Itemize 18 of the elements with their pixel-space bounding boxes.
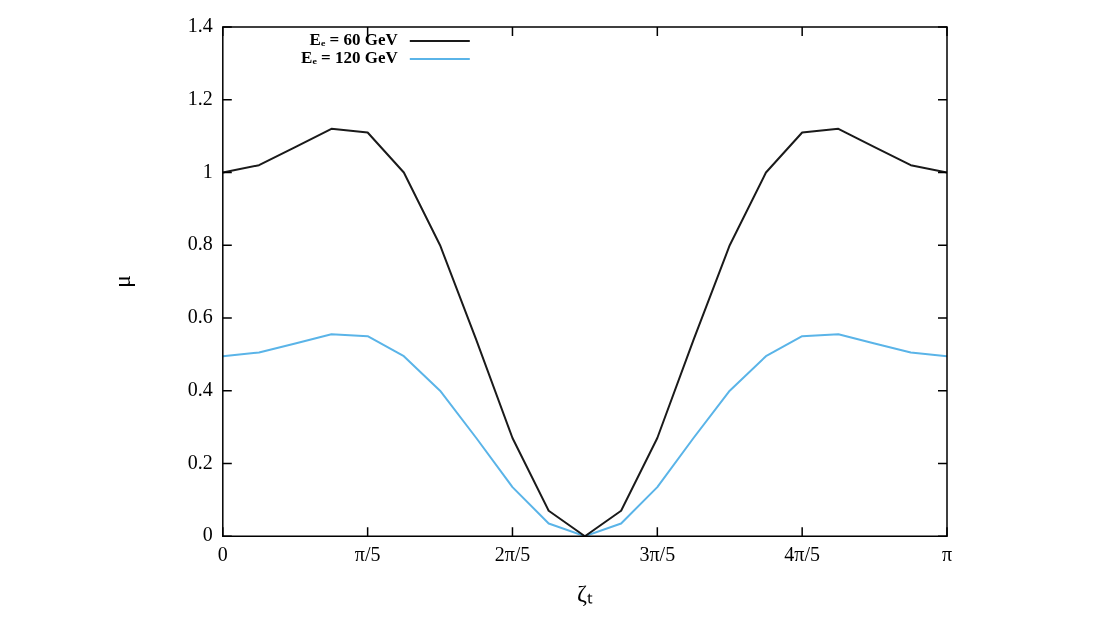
legend-label: Eₑ = 60 GeV [309,30,399,50]
x-tick-label: 4π/5 [784,543,820,566]
x-tick-label: 2π/5 [494,543,531,566]
legend-label: Eₑ = 120 GeV [301,48,399,68]
y-tick-label: 0.4 [187,377,213,400]
x-tick-label: π/5 [354,543,381,566]
y-tick-label: 1 [202,159,213,182]
y-tick-label: 0.8 [187,232,213,255]
x-tick-label: π [941,543,953,566]
y-tick-label: 1.2 [187,86,213,109]
y-axis-title: μ [108,275,135,289]
y-tick-label: 0.6 [187,305,213,328]
y-tick-label: 1.4 [187,14,213,37]
x-tick-label: 3π/5 [639,543,676,566]
y-tick-label: 0.2 [187,450,213,473]
x-tick-label: 0 [217,543,228,566]
y-tick-label: 0 [202,523,213,546]
x-axis-title: ζₜ [576,579,593,606]
